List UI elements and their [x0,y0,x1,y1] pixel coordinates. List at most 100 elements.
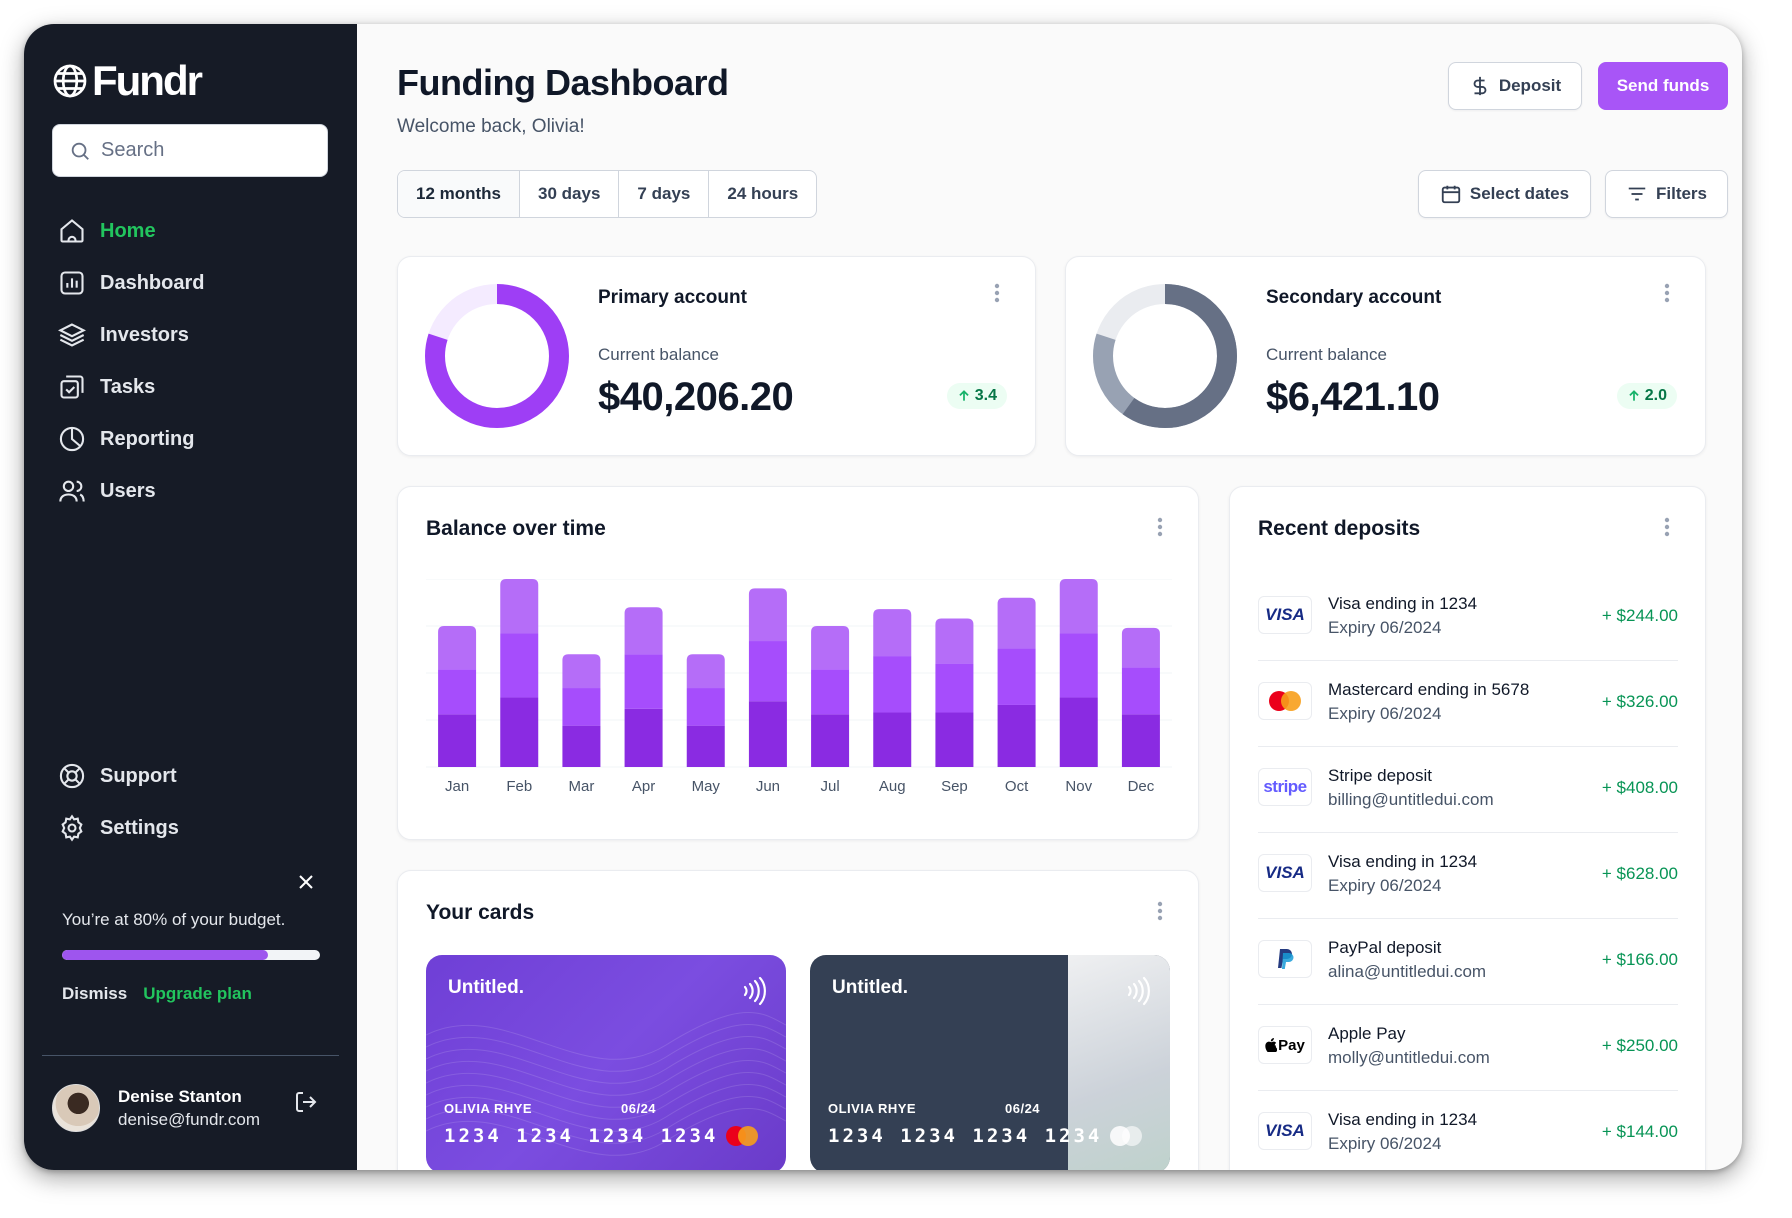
more-vertical-icon[interactable] [1657,515,1677,539]
range-12-months[interactable]: 12 months [398,171,521,217]
close-icon[interactable] [296,872,316,892]
brand-name: Fundr [92,57,203,104]
bar-segment-aug-1[interactable] [873,712,912,767]
page-title: Funding Dashboard [397,62,729,103]
deposit-row[interactable]: Pay Apple Pay molly@untitledui.com + $25… [1258,1005,1678,1091]
deposit-title: Stripe deposit [1328,766,1432,785]
deposit-button[interactable]: Deposit [1448,62,1582,110]
bar-segment-oct-1[interactable] [997,704,1036,767]
more-vertical-icon[interactable] [1150,899,1170,923]
nav-item-investors[interactable]: Investors [52,309,328,361]
bar-segment-feb-1[interactable] [500,697,539,767]
bar-segment-aug-2[interactable] [873,656,912,713]
brand-logo[interactable]: Fundr [52,57,203,104]
deposit-row[interactable]: VISA Visa ending in 1234 Expiry 06/2024 … [1258,575,1678,661]
nav-item-settings[interactable]: Settings [52,802,328,854]
card-number: 1234 1234 1234 1234 [828,1125,1103,1147]
deposit-row[interactable]: PayPal deposit alina@untitledui.com + $1… [1258,919,1678,1005]
more-vertical-icon[interactable] [1657,281,1677,305]
more-vertical-icon[interactable] [987,281,1007,305]
bar-segment-nov-2[interactable] [1059,633,1098,698]
bar-segment-jun-3[interactable] [748,588,787,642]
bar-segment-jan-3[interactable] [438,626,477,670]
bar-segment-jul-1[interactable] [811,714,850,767]
nav-item-dashboard[interactable]: Dashboard [52,257,328,309]
range-7-days[interactable]: 7 days [619,171,710,217]
bar-segment-nov-1[interactable] [1059,697,1098,767]
more-vertical-icon[interactable] [1150,515,1170,539]
bar-segment-jul-2[interactable] [811,669,850,715]
select-dates-button[interactable]: Select dates [1418,170,1591,218]
bar-segment-mar-1[interactable] [562,725,601,767]
nav-item-support[interactable]: Support [52,750,328,802]
range-30-days[interactable]: 30 days [520,171,620,217]
bar-segment-oct-3[interactable] [997,597,1036,649]
x-tick-label: Aug [879,778,906,795]
bar-segment-sep-3[interactable] [935,618,974,664]
bar-segment-feb-2[interactable] [500,633,539,698]
bar-segment-mar-2[interactable] [562,688,601,726]
bar-segment-sep-2[interactable] [935,663,974,713]
nav-item-tasks[interactable]: Tasks [52,361,328,413]
select-dates-label: Select dates [1469,184,1570,203]
x-tick-label: Jun [756,778,780,795]
bar-segment-aug-3[interactable] [873,609,912,657]
deposit-amount: + $244.00 [1601,606,1678,625]
deposit-title: Visa ending in 1234 [1328,594,1478,613]
budget-progress-fill [62,950,269,960]
nav-item-reporting[interactable]: Reporting [52,413,328,465]
bar-segment-jun-2[interactable] [748,641,787,702]
bar-segment-oct-2[interactable] [997,648,1036,705]
bar-segment-may-1[interactable] [686,725,725,767]
bar-segment-apr-3[interactable] [624,607,663,655]
donut-arc [425,284,569,428]
bar-segment-feb-3[interactable] [500,579,539,634]
x-tick-label: Oct [1005,778,1029,795]
bar-segment-sep-1[interactable] [935,712,974,767]
bar-segment-apr-1[interactable] [624,708,663,767]
search-box[interactable] [52,124,328,177]
dismiss-link[interactable]: Dismiss [62,984,128,1003]
range-24-hours[interactable]: 24 hours [727,184,799,203]
calendar-icon [1441,185,1461,204]
bar-segment-dec-2[interactable] [1121,667,1160,715]
bar-segment-mar-3[interactable] [562,654,601,689]
deposit-row[interactable]: VISA Visa ending in 1234 Expiry 06/2024 … [1258,1091,1678,1170]
logout-icon[interactable] [294,1090,318,1114]
deposit-subtitle: Expiry 06/2024 [1328,876,1442,895]
search-input[interactable] [101,139,301,162]
deposit-row[interactable]: stripe Stripe deposit billing@untitledui… [1258,747,1678,833]
bar-segment-dec-3[interactable] [1121,627,1160,668]
secondary-account-card: Secondary account Current balance $6,421… [1065,256,1706,456]
x-tick-label: Jan [445,778,469,795]
pie-chart-icon [59,426,85,452]
bar-segment-may-2[interactable] [686,688,725,726]
bar-chart-icon [60,271,84,295]
bar-segment-dec-1[interactable] [1121,714,1160,767]
search-icon [71,142,89,160]
filters-button[interactable]: Filters [1605,170,1728,218]
bar-segment-jul-3[interactable] [811,626,850,670]
bar-segment-jun-1[interactable] [748,701,787,767]
sidebar: Fundr Home Dashboard Investors Tasks [24,24,357,1170]
nav-item-home[interactable]: Home [52,205,328,257]
deposit-row[interactable]: Mastercard ending in 5678 Expiry 06/2024… [1258,661,1678,747]
x-tick-label: Dec [1128,778,1155,795]
upgrade-plan-link[interactable]: Upgrade plan [143,984,252,1003]
deposit-amount: + $250.00 [1601,1036,1678,1055]
bar-segment-apr-2[interactable] [624,654,663,709]
bar-segment-nov-3[interactable] [1059,579,1098,634]
credit-card-purple[interactable]: Untitled. OLIVIA RHYE 06/24 1234 1234 12… [426,955,786,1170]
bar-segment-jan-2[interactable] [438,669,477,715]
avatar[interactable] [52,1084,100,1132]
deposit-row[interactable]: VISA Visa ending in 1234 Expiry 06/2024 … [1258,833,1678,919]
nav-label: Home [100,219,156,242]
bar-segment-jan-1[interactable] [438,714,477,767]
change-badge: 3.4 [946,383,1007,409]
deposit-amount: + $408.00 [1601,778,1678,797]
nav-item-users[interactable]: Users [52,465,328,517]
bar-segment-may-3[interactable] [686,654,725,689]
nav-label: Support [100,764,177,787]
send-funds-button[interactable]: Send funds [1598,62,1728,110]
credit-card-dark[interactable]: Untitled. OLIVIA RHYE 06/24 1234 1234 12… [810,955,1170,1170]
